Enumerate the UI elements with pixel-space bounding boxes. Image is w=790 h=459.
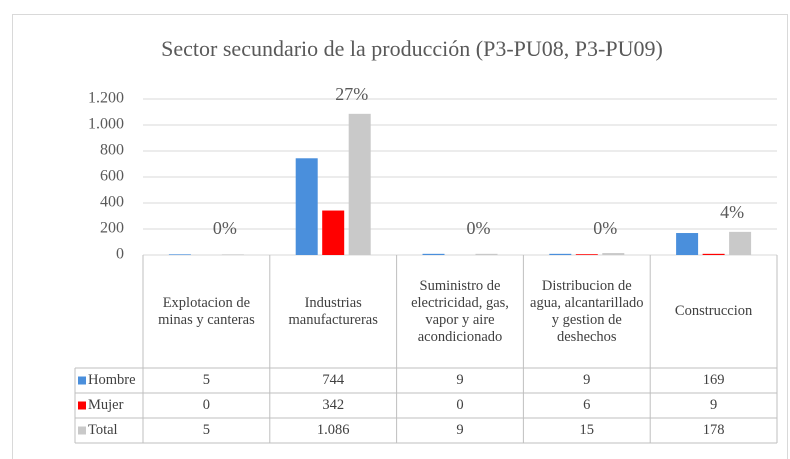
bar — [729, 231, 752, 255]
table-value: 9 — [456, 422, 463, 438]
table-value: 6 — [583, 397, 590, 413]
y-tick-label: 200 — [100, 220, 124, 237]
table-value: 744 — [322, 372, 345, 388]
table-value: 5 — [203, 372, 210, 388]
table-value: 0 — [203, 397, 210, 413]
table-value: 5 — [203, 422, 210, 438]
y-tick-label: 1.200 — [88, 90, 124, 107]
bar — [602, 253, 625, 255]
chart-title: Sector secundario de la producción (P3-P… — [161, 36, 663, 61]
y-tick-label: 0 — [116, 246, 124, 263]
table-value: 178 — [703, 422, 725, 438]
bar — [549, 253, 572, 255]
y-tick-label: 400 — [100, 194, 124, 211]
percent-label: 0% — [213, 218, 237, 238]
table-value: 9 — [710, 397, 717, 413]
category-label: Distribucion de agua, alcantarillado y g… — [530, 277, 644, 345]
legend-label: Hombre — [88, 372, 136, 388]
legend-swatch — [78, 401, 86, 410]
percent-label: 4% — [720, 202, 744, 222]
table-value: 0 — [456, 397, 463, 413]
bar — [221, 254, 244, 255]
bar — [322, 210, 345, 255]
table-value: 9 — [583, 372, 590, 388]
legend-swatch — [78, 376, 86, 385]
legend-label: Total — [88, 422, 118, 438]
table-value: 1.086 — [317, 422, 350, 438]
bar — [168, 254, 191, 255]
bar — [295, 158, 318, 255]
bar — [348, 113, 371, 255]
table-value: 9 — [456, 372, 463, 388]
legend-label: Mujer — [88, 397, 124, 413]
bar — [676, 233, 699, 255]
percent-label: 0% — [593, 218, 617, 238]
y-tick-label: 800 — [100, 142, 124, 159]
legend-swatch — [78, 426, 86, 435]
chart-border — [12, 14, 788, 459]
table-value: 342 — [322, 397, 344, 413]
y-tick-label: 1.000 — [88, 116, 124, 133]
category-label: Suministro de electricidad, gas, vapor y… — [411, 277, 509, 345]
percent-label: 0% — [467, 218, 491, 238]
bar — [575, 254, 598, 255]
category-label: Explotacion de minas y canteras — [158, 294, 255, 328]
percent-label: 27% — [335, 84, 368, 104]
table-value: 15 — [580, 422, 595, 438]
category-label: Construccion — [674, 303, 753, 319]
y-tick-label: 600 — [100, 168, 124, 185]
category-label: Industrias manufactureras — [288, 294, 378, 328]
bar — [475, 253, 498, 255]
table-value: 169 — [703, 372, 725, 388]
bar — [702, 253, 725, 255]
bar — [422, 253, 445, 255]
